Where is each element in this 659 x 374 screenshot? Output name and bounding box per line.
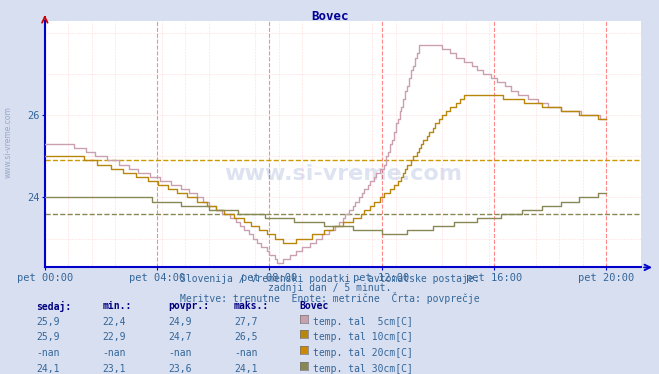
Text: Bovec: Bovec [300,301,330,311]
Text: Slovenija / vremenski podatki - avtomatske postaje.: Slovenija / vremenski podatki - avtomats… [180,274,479,284]
Text: www.si-vreme.com: www.si-vreme.com [3,106,13,178]
Text: -nan: -nan [36,348,60,358]
Text: temp. tal  5cm[C]: temp. tal 5cm[C] [313,317,413,327]
Text: 22,9: 22,9 [102,332,126,343]
Text: -nan: -nan [168,348,192,358]
Text: povpr.:: povpr.: [168,301,209,311]
Text: zadnji dan / 5 minut.: zadnji dan / 5 minut. [268,283,391,293]
Text: 27,7: 27,7 [234,317,258,327]
Text: 25,9: 25,9 [36,317,60,327]
Text: 22,4: 22,4 [102,317,126,327]
Text: www.si-vreme.com: www.si-vreme.com [224,163,462,184]
Text: temp. tal 20cm[C]: temp. tal 20cm[C] [313,348,413,358]
Text: -nan: -nan [234,348,258,358]
Text: 24,9: 24,9 [168,317,192,327]
Text: 26,5: 26,5 [234,332,258,343]
Text: 24,7: 24,7 [168,332,192,343]
Text: 25,9: 25,9 [36,332,60,343]
Text: Bovec: Bovec [311,10,348,24]
Text: 24,1: 24,1 [36,364,60,374]
Text: maks.:: maks.: [234,301,269,311]
Text: 23,6: 23,6 [168,364,192,374]
Text: min.:: min.: [102,301,132,311]
Text: -nan: -nan [102,348,126,358]
Text: sedaj:: sedaj: [36,301,71,312]
Text: 24,1: 24,1 [234,364,258,374]
Text: 23,1: 23,1 [102,364,126,374]
Text: temp. tal 10cm[C]: temp. tal 10cm[C] [313,332,413,343]
Text: temp. tal 30cm[C]: temp. tal 30cm[C] [313,364,413,374]
Text: Meritve: trenutne  Enote: metrične  Črta: povprečje: Meritve: trenutne Enote: metrične Črta: … [180,292,479,304]
